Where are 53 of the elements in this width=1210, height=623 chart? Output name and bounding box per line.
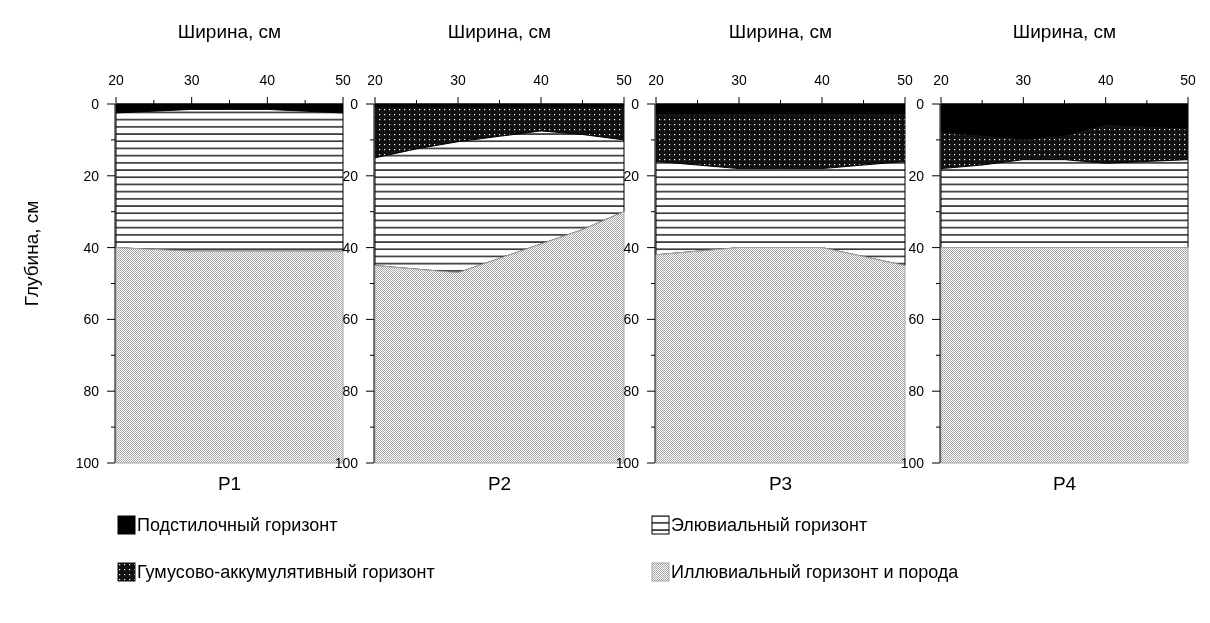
x-tick-label: 50 xyxy=(616,72,632,88)
x-tick-label: 40 xyxy=(259,72,276,88)
text: P1 xyxy=(217,473,242,494)
y-tick-label: 20 xyxy=(83,167,100,184)
y-tick-label: 100 xyxy=(334,455,359,471)
x-axis-title: Ширина, см xyxy=(728,21,833,42)
x-tick-label: 30 xyxy=(183,72,200,88)
text: P3 xyxy=(768,473,793,494)
x-tick-label: 20 xyxy=(108,72,124,88)
x-tick-label: 30 xyxy=(450,72,466,88)
text: P4 xyxy=(1052,473,1077,494)
y-tick-label: 60 xyxy=(623,311,640,328)
y-tick-label: 80 xyxy=(623,383,640,400)
y-tick-label: 0 xyxy=(91,96,100,112)
y-tick-label: 100 xyxy=(615,455,640,471)
text: P2 xyxy=(487,473,512,494)
y-tick-label: 100 xyxy=(75,455,100,471)
y-tick-label: 60 xyxy=(908,311,925,328)
x-tick-label: 50 xyxy=(335,72,351,88)
x-tick-label: 20 xyxy=(648,72,664,88)
y-tick-label: 100 xyxy=(900,455,925,471)
legend-label: Подстилочный горизонт xyxy=(137,515,338,535)
y-tick-label: 20 xyxy=(342,167,359,184)
y-tick-label: 40 xyxy=(908,239,925,256)
legend-label: Иллювиальный горизонт и порода xyxy=(671,562,960,582)
y-tick-label: 80 xyxy=(342,383,359,400)
y-tick-label: 0 xyxy=(631,96,640,112)
y-tick-label: 60 xyxy=(342,311,359,328)
y-axis-title: Глубина, см xyxy=(21,200,42,307)
x-tick-label: 20 xyxy=(367,72,383,88)
x-tick-label: 50 xyxy=(1180,72,1196,88)
x-tick-label: 30 xyxy=(1015,72,1032,88)
y-tick-label: 0 xyxy=(350,96,359,112)
y-tick-label: 40 xyxy=(83,239,100,256)
x-axis-title: Ширина, см xyxy=(177,21,282,42)
x-tick-label: 20 xyxy=(933,72,949,88)
y-tick-label: 80 xyxy=(83,383,100,400)
legend-label: Элювиальный горизонт xyxy=(671,515,868,535)
y-tick-label: 0 xyxy=(916,96,925,112)
y-tick-label: 40 xyxy=(342,239,359,256)
x-tick-label: 40 xyxy=(814,72,830,88)
y-tick-label: 60 xyxy=(83,311,100,328)
x-axis-title: Ширина, см xyxy=(447,21,552,42)
y-tick-label: 20 xyxy=(623,167,640,184)
x-tick-label: 30 xyxy=(731,72,747,88)
y-tick-label: 80 xyxy=(908,383,925,400)
y-tick-label: 20 xyxy=(908,167,925,184)
x-tick-label: 50 xyxy=(897,72,913,88)
x-axis-title: Ширина, см xyxy=(1012,21,1117,42)
y-tick-label: 40 xyxy=(623,239,640,256)
x-tick-label: 40 xyxy=(1097,72,1114,88)
legend-label: Гумусово-аккумулятивный горизонт xyxy=(137,562,435,582)
x-tick-label: 40 xyxy=(533,72,549,88)
